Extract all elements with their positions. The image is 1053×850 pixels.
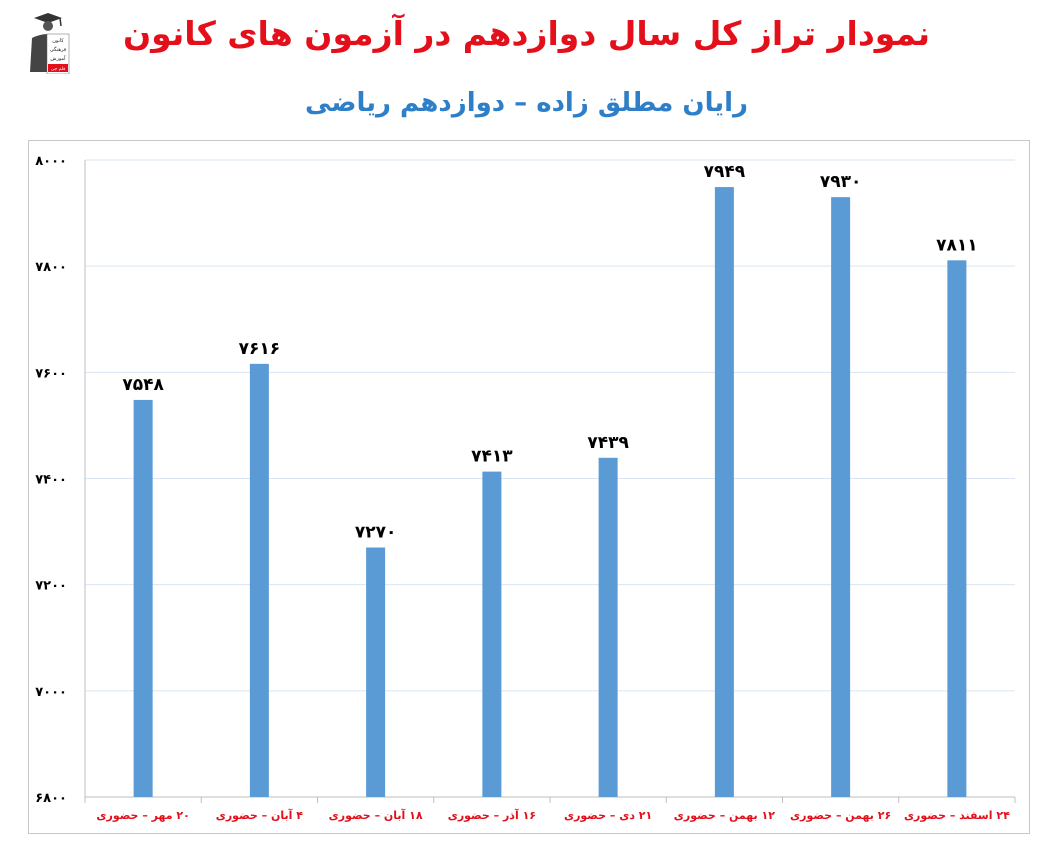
bar-value-label: ۷۹۴۹: [704, 162, 746, 182]
x-category-label: ۱۶ آذر – حضوری: [448, 808, 536, 822]
bar: [482, 471, 502, 797]
bar: [366, 547, 386, 797]
bar: [133, 399, 153, 797]
x-category-label: ۴ آبان – حضوری: [216, 808, 304, 822]
x-category-label: ۱۲ بهمن – حضوری: [674, 809, 775, 822]
logo-text-4: قلم چی: [51, 67, 66, 72]
bar-value-label: ۷۹۳۰: [820, 172, 862, 192]
x-category-label: ۱۸ آبان – حضوری: [329, 808, 423, 822]
bar-value-label: ۷۶۱۶: [239, 339, 281, 359]
bar-value-label: ۷۴۱۳: [471, 447, 513, 467]
bar: [598, 457, 618, 797]
y-tick-label: ۷۲۰۰: [35, 579, 67, 594]
chart-title: نمودار تراز کل سال دوازدهم در آزمون های …: [122, 14, 931, 53]
bar: [714, 187, 734, 797]
x-category-label: ۲۱ دی – حضوری: [564, 809, 652, 822]
bar: [947, 260, 967, 797]
y-tick-label: ۸۰۰۰: [35, 154, 67, 169]
bar-value-label: ۷۴۳۹: [587, 433, 629, 453]
y-tick-label: ۷۸۰۰: [35, 260, 67, 275]
graduate-logo-icon: کانون فرهنگی آموزش قلم چی: [20, 12, 72, 75]
bar: [249, 363, 269, 797]
logo-text-3: آموزش: [50, 55, 66, 62]
y-tick-label: ۶۸۰۰: [35, 791, 67, 806]
y-tick-label: ۷۰۰۰: [35, 685, 67, 700]
x-category-label: ۲۴ اسفند – حضوری: [904, 809, 1010, 822]
x-category-label: ۲۶ بهمن – حضوری: [790, 809, 891, 822]
logo-text-1: کانون: [52, 38, 64, 44]
bar-value-label: ۷۵۴۸: [122, 375, 164, 395]
y-tick-label: ۷۶۰۰: [35, 366, 67, 381]
chart-frame: [28, 140, 1030, 834]
chart-subtitle: رایان مطلق زاده – دوازدهم ریاضی: [305, 88, 748, 118]
bar-value-label: ۷۸۱۱: [936, 235, 978, 255]
logo-text-2: فرهنگی: [50, 46, 67, 53]
y-tick-label: ۷۴۰۰: [35, 473, 67, 488]
bar-value-label: ۷۲۷۰: [355, 523, 397, 543]
bar: [831, 197, 851, 798]
x-category-label: ۲۰ مهر – حضوری: [96, 809, 189, 822]
